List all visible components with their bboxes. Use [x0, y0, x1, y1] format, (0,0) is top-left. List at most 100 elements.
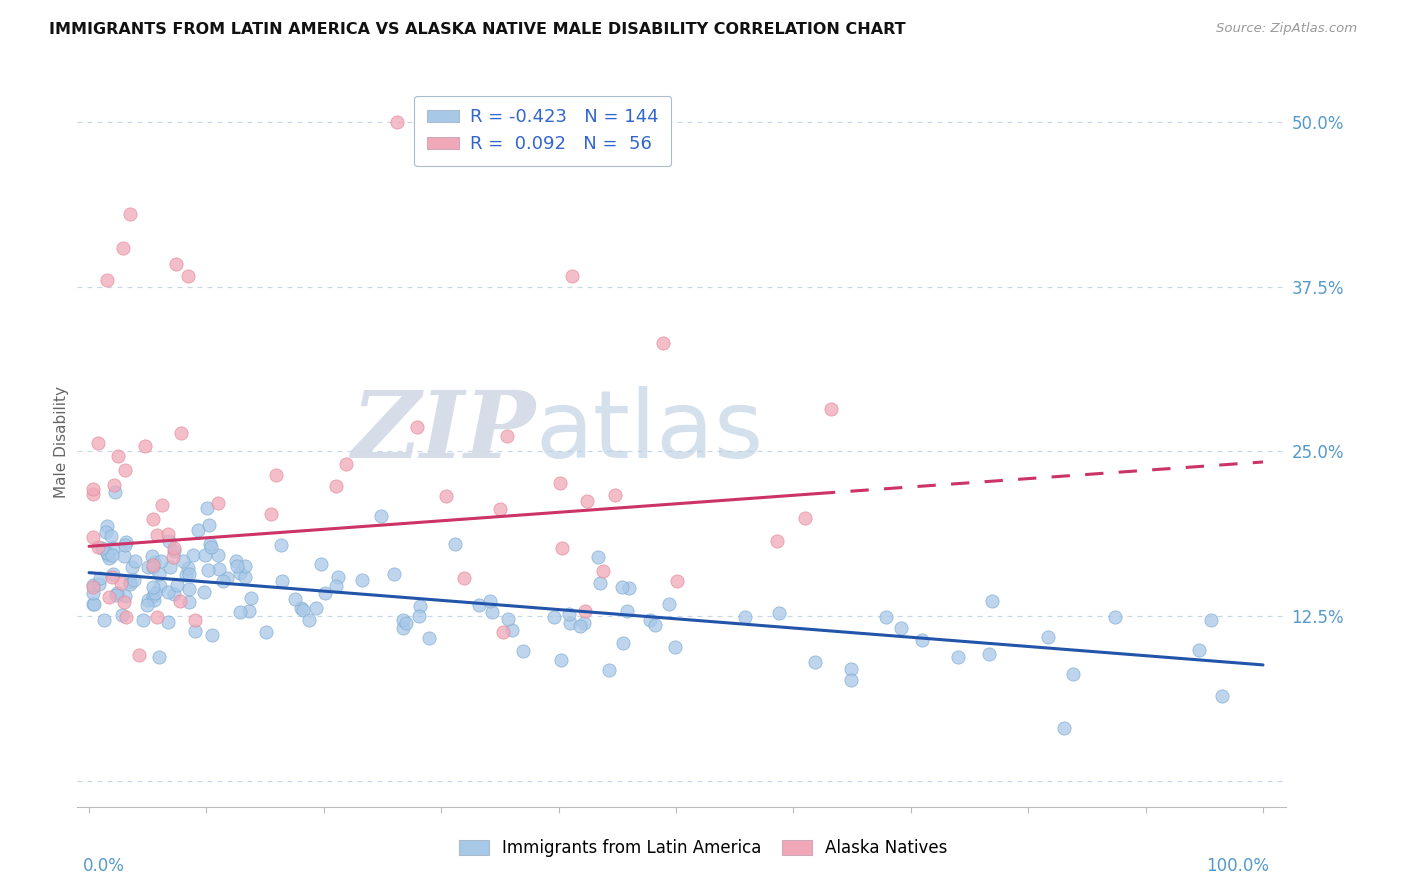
Point [101, 548, 124, 562]
Point [212, 574, 235, 589]
Point [163, 541, 186, 556]
Point [114, 463, 136, 477]
Point [163, 587, 186, 601]
Point [1052, 721, 1074, 735]
Point [254, 625, 277, 640]
Point [118, 576, 141, 591]
Point [82, 578, 104, 592]
Point [148, 649, 170, 664]
Point [148, 566, 170, 581]
Point [839, 673, 862, 688]
Point [97, 549, 120, 563]
Point [568, 618, 591, 632]
Point [875, 610, 897, 624]
Point [149, 579, 172, 593]
Point [122, 573, 145, 587]
Text: ZIP: ZIP [352, 386, 536, 476]
Point [1036, 631, 1059, 645]
Point [156, 615, 179, 630]
Point [111, 241, 134, 255]
Point [149, 554, 172, 568]
Point [146, 528, 169, 542]
Point [616, 604, 638, 618]
Point [489, 501, 512, 516]
Point [93, 613, 115, 627]
Point [105, 588, 128, 602]
Point [652, 335, 675, 350]
Point [111, 608, 134, 623]
Point [512, 644, 534, 658]
Point [150, 498, 173, 512]
Point [201, 628, 224, 642]
Point [225, 558, 247, 573]
Point [612, 636, 634, 650]
Point [128, 648, 150, 662]
Point [325, 478, 347, 492]
Point [162, 550, 184, 565]
Point [270, 538, 292, 552]
Point [260, 507, 283, 521]
Point [325, 579, 347, 593]
Point [208, 562, 231, 576]
Point [195, 501, 218, 516]
Point [574, 615, 596, 630]
Point [229, 605, 252, 619]
Point [392, 621, 415, 635]
Point [561, 269, 583, 284]
Point [478, 594, 501, 608]
Point [87, 540, 110, 554]
Point [586, 549, 609, 564]
Point [309, 557, 332, 571]
Point [101, 541, 124, 555]
Point [804, 655, 827, 669]
Point [644, 617, 666, 632]
Point [550, 476, 572, 491]
Point [264, 467, 287, 482]
Point [1104, 610, 1126, 624]
Point [87, 436, 110, 450]
Point [664, 640, 686, 655]
Point [177, 566, 200, 581]
Point [948, 649, 970, 664]
Point [290, 601, 312, 615]
Point [543, 610, 565, 624]
Point [434, 489, 457, 503]
Point [163, 544, 186, 558]
Point [271, 574, 294, 589]
Point [174, 568, 197, 582]
Point [558, 616, 581, 631]
Point [101, 569, 124, 583]
Point [98, 590, 121, 604]
Point [617, 581, 640, 595]
Point [177, 582, 200, 596]
Point [765, 533, 787, 548]
Point [574, 603, 596, 617]
Point [100, 529, 122, 543]
Point [104, 484, 127, 499]
Text: 0.0%: 0.0% [83, 857, 125, 875]
Point [184, 613, 207, 627]
Point [115, 535, 138, 549]
Point [138, 560, 160, 574]
Point [112, 595, 135, 609]
Point [143, 586, 166, 600]
Point [87, 577, 110, 591]
Point [598, 663, 620, 677]
Point [169, 594, 191, 608]
Point [352, 573, 374, 587]
Point [156, 527, 179, 541]
Point [107, 449, 129, 463]
Point [134, 439, 156, 453]
Point [409, 599, 432, 614]
Point [159, 560, 181, 574]
Point [90, 541, 112, 556]
Point [82, 586, 104, 600]
Point [89, 570, 111, 584]
Point [103, 567, 125, 582]
Point [82, 530, 104, 544]
Point [82, 487, 104, 501]
Point [194, 548, 217, 562]
Point [141, 549, 163, 563]
Point [166, 578, 188, 592]
Point [665, 574, 688, 588]
